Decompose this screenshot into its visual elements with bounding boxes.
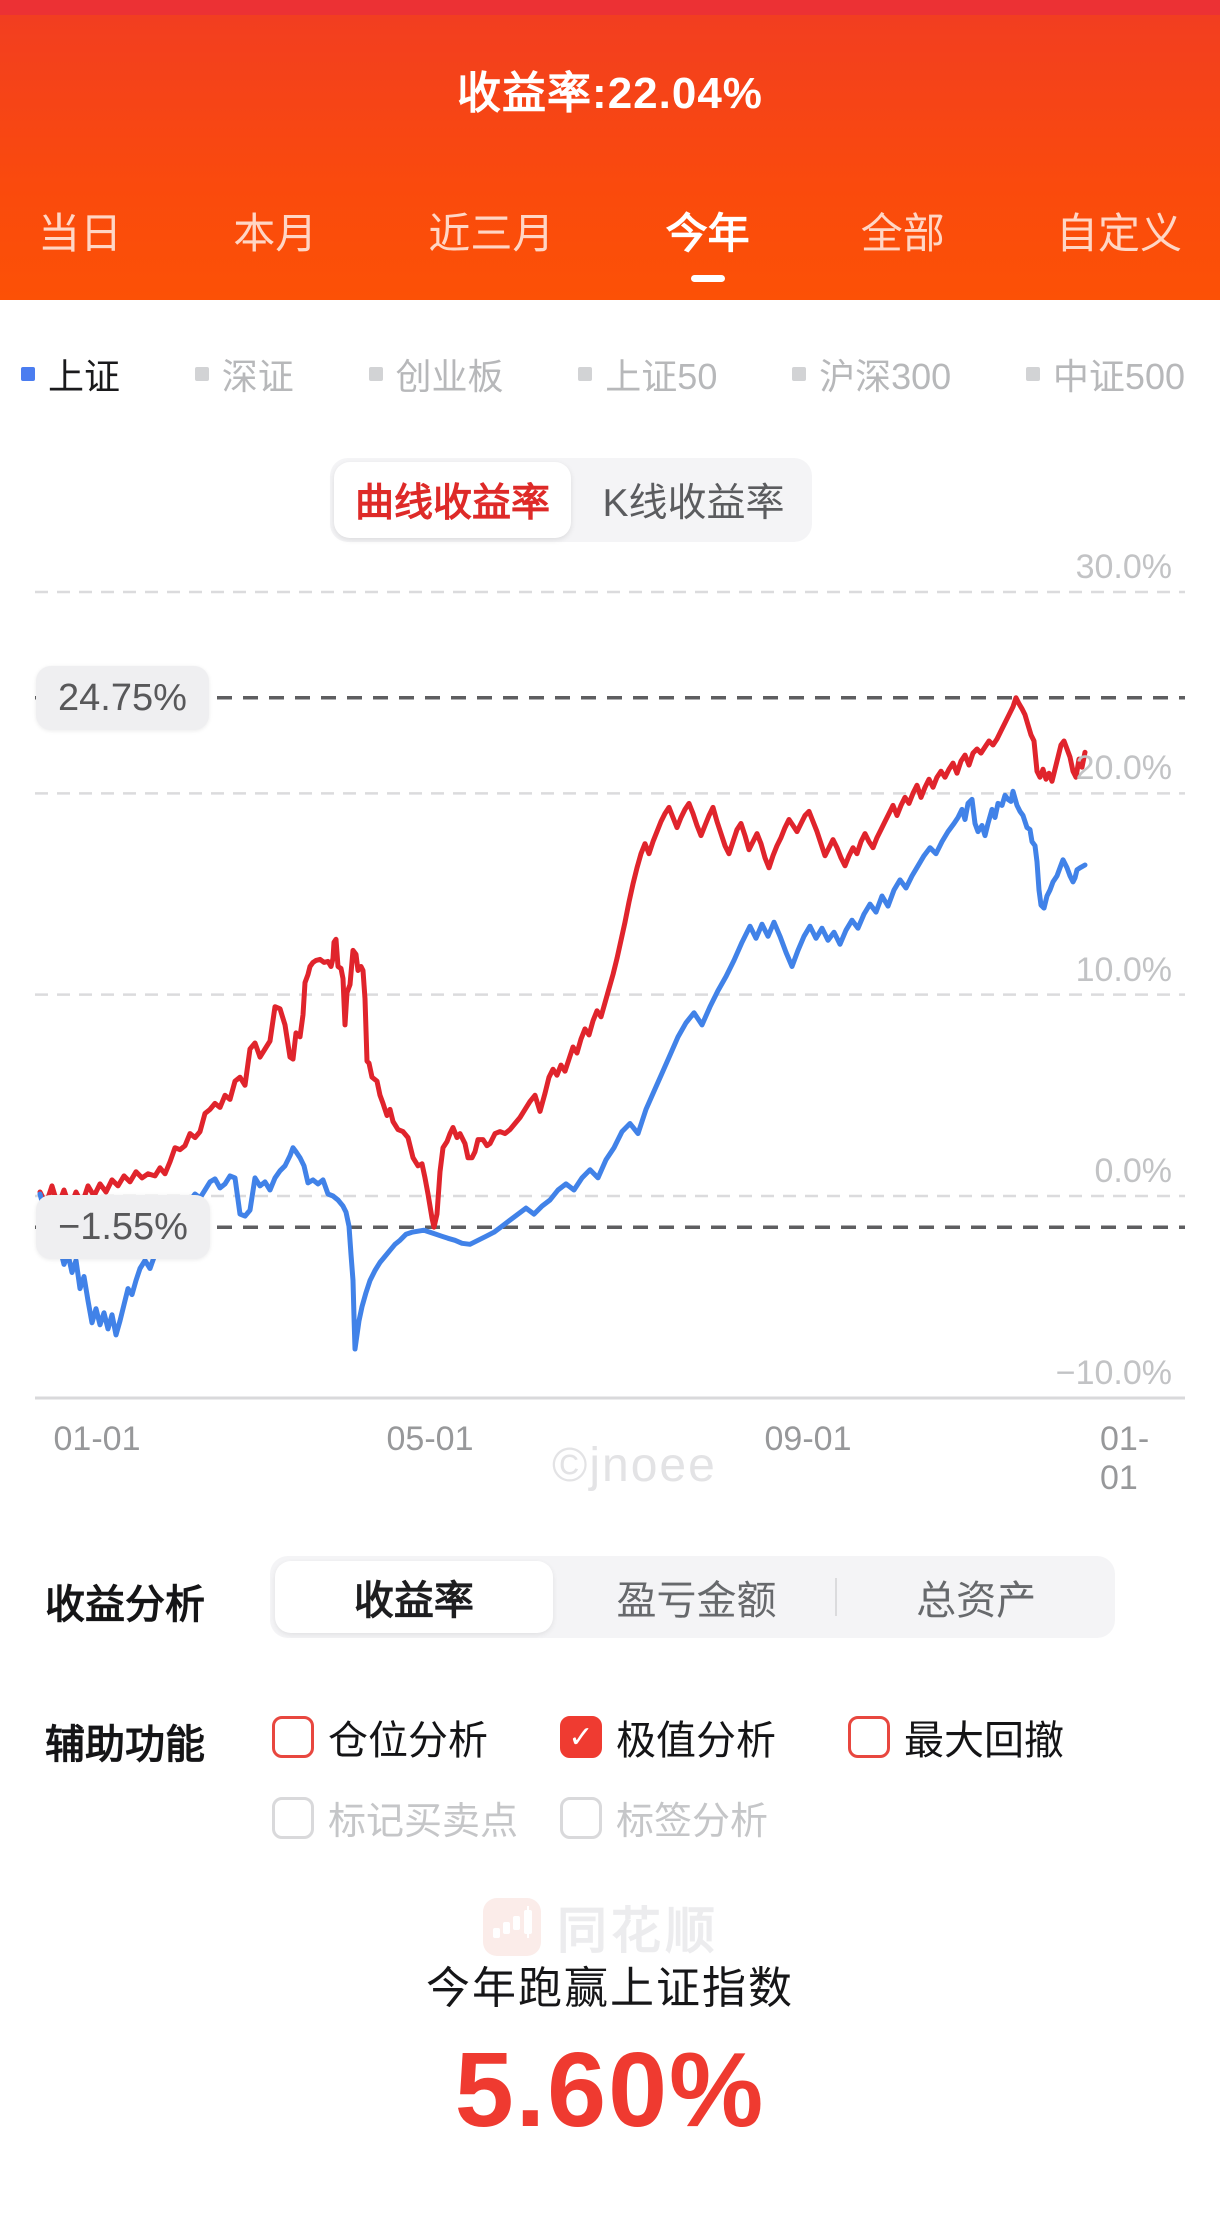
outperform-value: 5.60% [454,2031,766,2149]
legend-swatch-icon [368,367,383,381]
tab-active-underline [258,275,292,282]
tab-active-underline [1102,275,1136,282]
legend-swatch-icon [792,367,807,381]
brand-logo-icon [483,1898,541,1956]
x-axis-tick-label: 01-01 [1100,1420,1150,1497]
x-axis-tick-label: 01-01 [53,1420,141,1458]
header: 收益率:22.04% 当日 本月 近三月 今年 全部 自定义 [0,15,1220,300]
legend-label: 上证 [48,356,121,397]
tab-active-underline [63,275,97,282]
legend-item[interactable]: 上证 [21,348,120,400]
checkbox-unchecked-icon[interactable]: ✓ [272,1716,314,1758]
aux-options-row-2: ✓ 标记买卖点 ✓ 标签分析 [0,1790,1220,1845]
aux-checkbox-item[interactable]: ✓ 标记买卖点 [272,1790,518,1845]
tab-item[interactable]: 当日 [38,200,122,282]
legend-item[interactable]: 深证 [194,348,294,400]
analysis-segment[interactable]: 收益率 [275,1561,553,1633]
aux-checkbox-label: 极值分析 [616,1719,776,1763]
x-axis-tick-label: 09-01 [764,1420,852,1458]
legend-label: 深证 [221,356,294,397]
y-axis-tick-label: 30.0% [1075,548,1172,586]
legend-item[interactable]: 创业板 [368,348,504,400]
y-axis-tick-label: 20.0% [1075,749,1172,788]
period-tabs: 当日 本月 近三月 今年 全部 自定义 [0,200,1220,282]
tab-label: 本月 [233,210,318,257]
chart-mode-option[interactable]: 曲线收益率 [334,462,571,538]
analysis-segmented-control[interactable]: 收益率 盈亏金额 总资产 [270,1556,1115,1638]
aux-checkbox-label: 标签分析 [616,1801,769,1843]
tab-item[interactable]: 今年 [666,200,750,282]
checkbox-unchecked-icon[interactable]: ✓ [560,1796,602,1839]
legend-swatch-icon [21,367,35,381]
legend-label: 沪深300 [819,356,952,397]
legend-label: 中证500 [1052,356,1185,397]
legend-label: 创业板 [395,356,504,397]
x-axis-labels: 01-01 05-01 09-01 01-01 [0,1420,1220,1497]
y-axis-tick-label: −10.0% [1055,1354,1172,1392]
checkbox-unchecked-icon[interactable]: ✓ [848,1716,890,1758]
tab-item[interactable]: 本月 [233,200,317,282]
aux-checkbox-label: 仓位分析 [328,1719,488,1763]
max-value-badge: 24.75% [36,665,209,730]
aux-checkbox-item[interactable]: ✓ 最大回撤 [848,1708,1064,1766]
tab-active-underline [474,275,508,282]
x-axis-tick-label: 05-01 [386,1420,474,1458]
analysis-section-label: 收益分析 [45,1583,205,1627]
tab-label: 自定义 [1055,210,1182,257]
tab-item[interactable]: 自定义 [1056,200,1182,282]
aux-checkbox-label: 最大回撤 [904,1719,1064,1763]
aux-checkbox-item[interactable]: ✓ 仓位分析 [272,1708,488,1766]
brand-watermark: 同花顺 [483,1891,719,1963]
watermark-text: ©jnoee [552,1439,717,1492]
legend-swatch-icon [1025,367,1040,381]
legend-item[interactable]: 沪深300 [792,348,951,400]
series-portfolio [37,695,1088,1230]
outperform-caption: 今年跑赢上证指数 [426,1964,794,2013]
tab-label: 当日 [38,210,123,257]
aux-checkbox-label: 标记买卖点 [328,1801,519,1843]
aux-checkbox-item[interactable]: ✓ 极值分析 [560,1708,776,1766]
segment-divider [835,1578,838,1616]
checkbox-checked-icon[interactable]: ✓ [560,1716,602,1758]
tab-item[interactable]: 近三月 [428,200,554,282]
tab-active-underline [690,275,725,282]
legend-swatch-icon [578,367,593,381]
index-legend: 上证 深证 创业板 上证50 沪深300 中证500 [0,348,1220,400]
analysis-segment[interactable]: 盈亏金额 [616,1579,777,1623]
y-axis-tick-label: 10.0% [1075,950,1172,989]
tab-label: 近三月 [428,210,555,257]
min-value-badge: −1.55% [36,1195,210,1260]
tab-label: 今年 [665,210,750,257]
analysis-segment[interactable]: 总资产 [916,1579,1037,1623]
returns-chart[interactable]: 30.0% 20.0% 10.0% 0.0% −10.0% 24.75% −1.55% … [0,548,1220,1959]
checkbox-unchecked-icon[interactable]: ✓ [272,1796,314,1839]
check-mark-icon: ✓ [568,1720,594,1754]
legend-label: 上证50 [605,356,718,397]
legend-item[interactable]: 中证500 [1025,348,1185,400]
aux-options-row-1: ✓ 仓位分析 ✓ 极值分析 ✓ 最大回撤 [0,1708,1220,1763]
y-axis-tick-label: 0.0% [1094,1151,1173,1190]
tab-active-underline [886,275,920,282]
legend-item[interactable]: 上证50 [578,348,717,400]
aux-section-label: 辅助功能 [45,1723,205,1767]
legend-swatch-icon [194,367,209,381]
tab-item[interactable]: 全部 [861,200,945,282]
page-title: 收益率:22.04% [457,69,763,118]
chart-mode-option[interactable]: K线收益率 [602,482,785,525]
tab-label: 全部 [860,210,945,257]
chart-mode-toggle[interactable]: 曲线收益率 K线收益率 [330,458,812,542]
aux-checkbox-item[interactable]: ✓ 标签分析 [560,1790,768,1845]
status-bar [0,0,1220,15]
